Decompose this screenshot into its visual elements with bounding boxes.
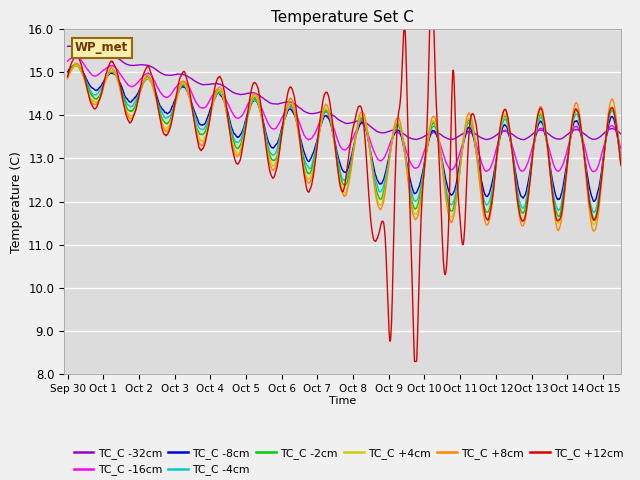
X-axis label: Time: Time	[329, 396, 356, 406]
Y-axis label: Temperature (C): Temperature (C)	[10, 151, 22, 252]
Legend: TC_C -32cm, TC_C -16cm, TC_C -8cm, TC_C -4cm, TC_C -2cm, TC_C +4cm, TC_C +8cm, T: TC_C -32cm, TC_C -16cm, TC_C -8cm, TC_C …	[69, 444, 628, 480]
Text: WP_met: WP_met	[75, 41, 129, 54]
Title: Temperature Set C: Temperature Set C	[271, 10, 414, 25]
